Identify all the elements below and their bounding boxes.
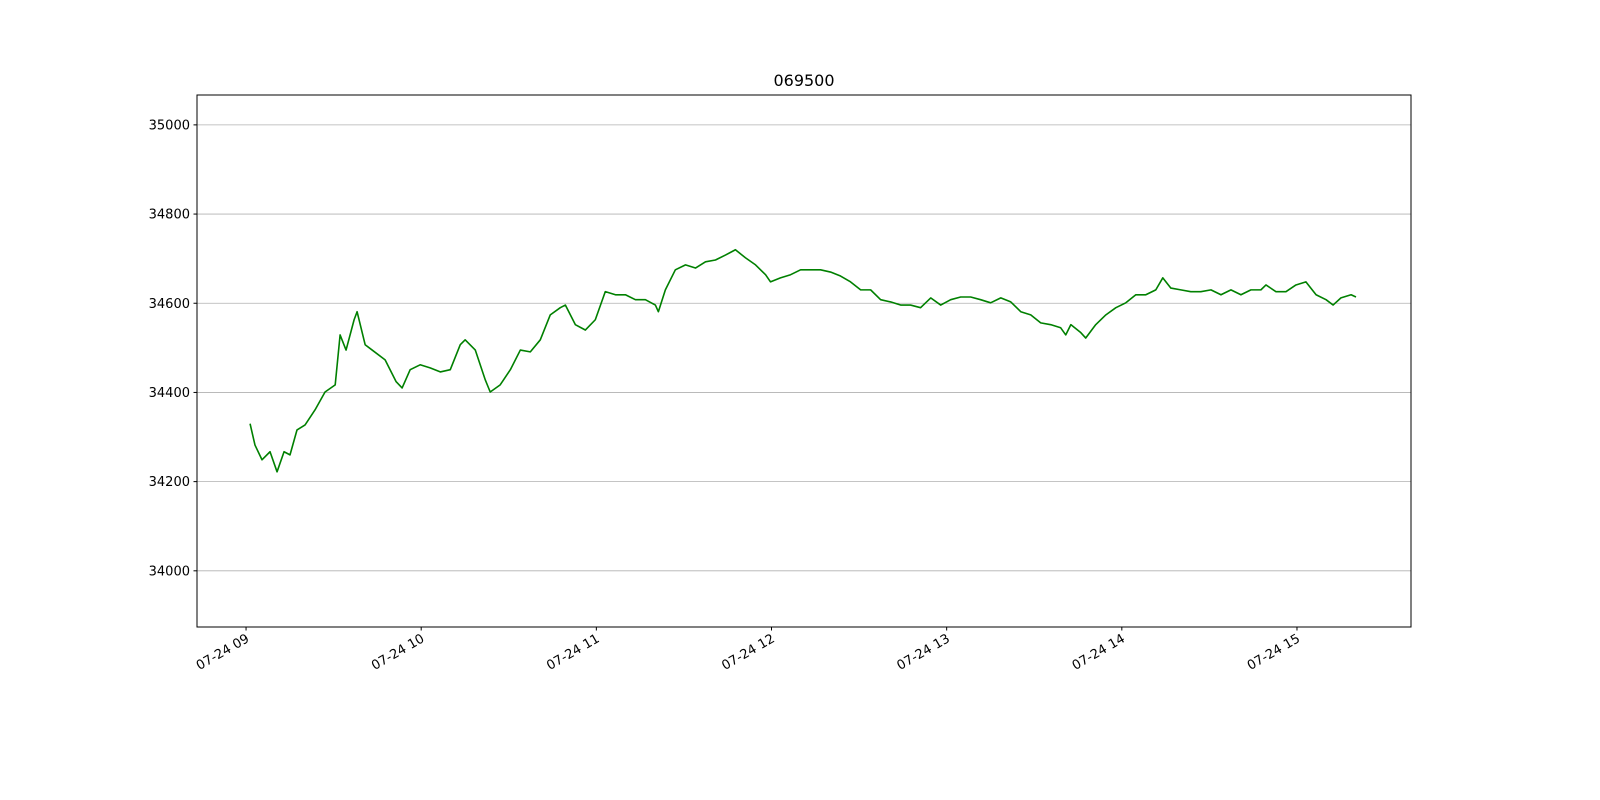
y-tick-label: 34600 [149,297,190,312]
x-tick-label: 07-24 12 [719,631,777,673]
y-tick-label: 35000 [149,118,190,133]
y-tick-label: 34800 [149,208,190,223]
chart-title: 069500 [773,71,834,90]
price-line [249,248,1357,473]
x-tick-label: 07-24 14 [1070,631,1128,673]
x-tick-label: 07-24 11 [544,631,602,673]
y-tick-label: 34000 [149,564,190,579]
x-tick-label: 07-24 10 [369,631,427,673]
plot-frame [196,94,1412,628]
y-tick-label: 34200 [149,475,190,490]
x-tick-label: 07-24 09 [194,631,252,673]
y-tick-label: 34400 [149,386,190,401]
x-tick-label: 07-24 13 [895,631,953,673]
x-tick-label: 07-24 15 [1245,631,1303,673]
